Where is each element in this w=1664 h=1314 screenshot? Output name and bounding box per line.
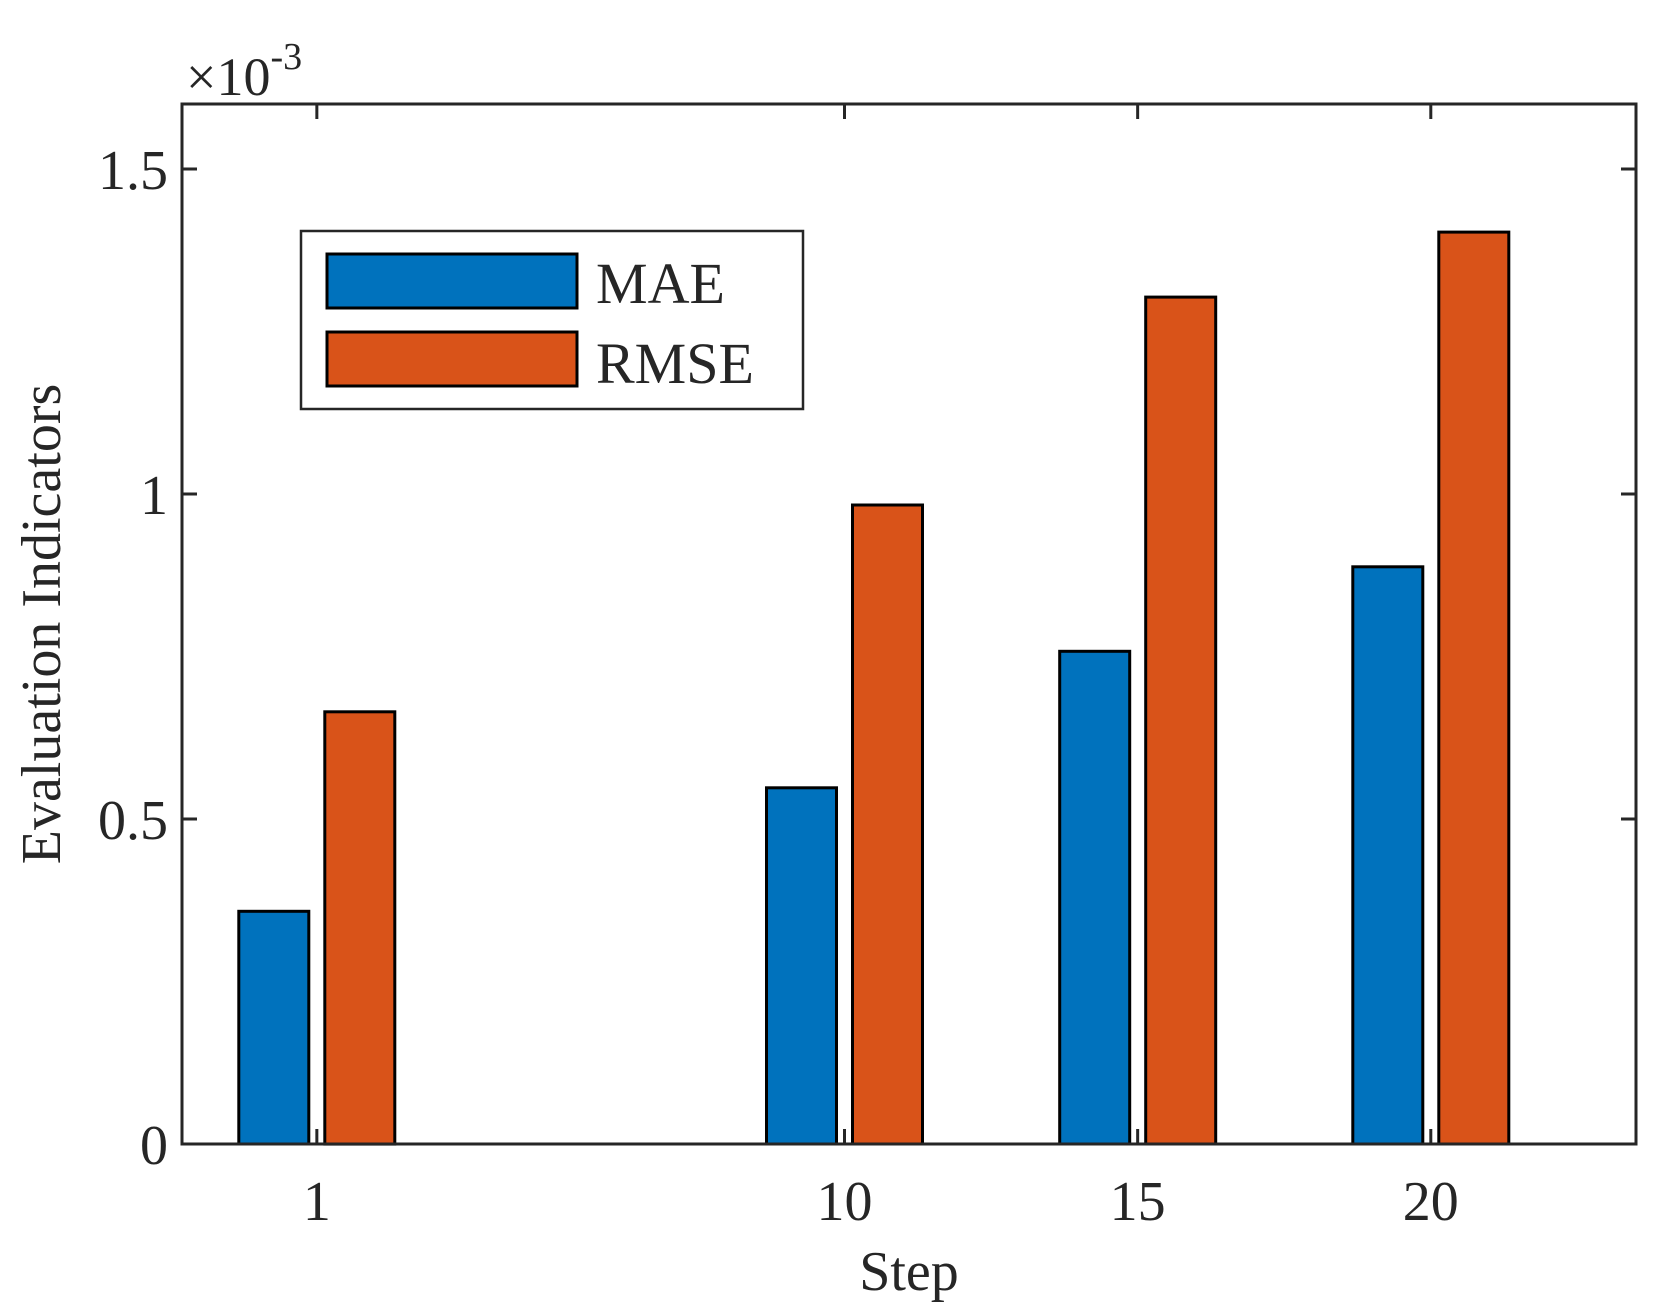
bar-rmse-step-1 (323, 710, 397, 1146)
bar-rmse-step-15 (1144, 295, 1218, 1146)
bar-mae-step-20 (1351, 565, 1425, 1146)
legend-label-rmse: RMSE (596, 331, 754, 396)
y-tick-label: 1.5 (98, 140, 168, 202)
bar-mae-step-1 (237, 909, 311, 1146)
x-axis-label: Step (859, 1241, 959, 1303)
bars-layer (237, 230, 1511, 1146)
y-tick-label: 1 (140, 465, 168, 527)
x-tick-label: 20 (1403, 1171, 1459, 1233)
bar-rmse-step-20 (1437, 230, 1511, 1146)
legend: MAE RMSE (299, 229, 805, 411)
x-tick-label: 10 (817, 1171, 873, 1233)
y-tick-label: 0.5 (98, 790, 168, 852)
y-axis-label: Evaluation Indicators (11, 384, 73, 865)
x-tick-label: 1 (303, 1171, 331, 1233)
y-tick-label: 0 (140, 1115, 168, 1177)
ticks-layer: 1 10 15 20 0 0.5 1 1.5 (98, 104, 1636, 1233)
legend-swatch-rmse (325, 330, 579, 388)
bar-rmse-step-10 (851, 503, 924, 1146)
axis-exponent-label: ×10-3 (186, 36, 302, 107)
bar-mae-step-10 (765, 786, 838, 1146)
x-tick-label: 15 (1110, 1171, 1166, 1233)
axes-box (180, 102, 1638, 1146)
legend-swatch-mae (325, 252, 579, 310)
bar-mae-step-15 (1058, 649, 1132, 1146)
legend-label-mae: MAE (596, 251, 725, 316)
